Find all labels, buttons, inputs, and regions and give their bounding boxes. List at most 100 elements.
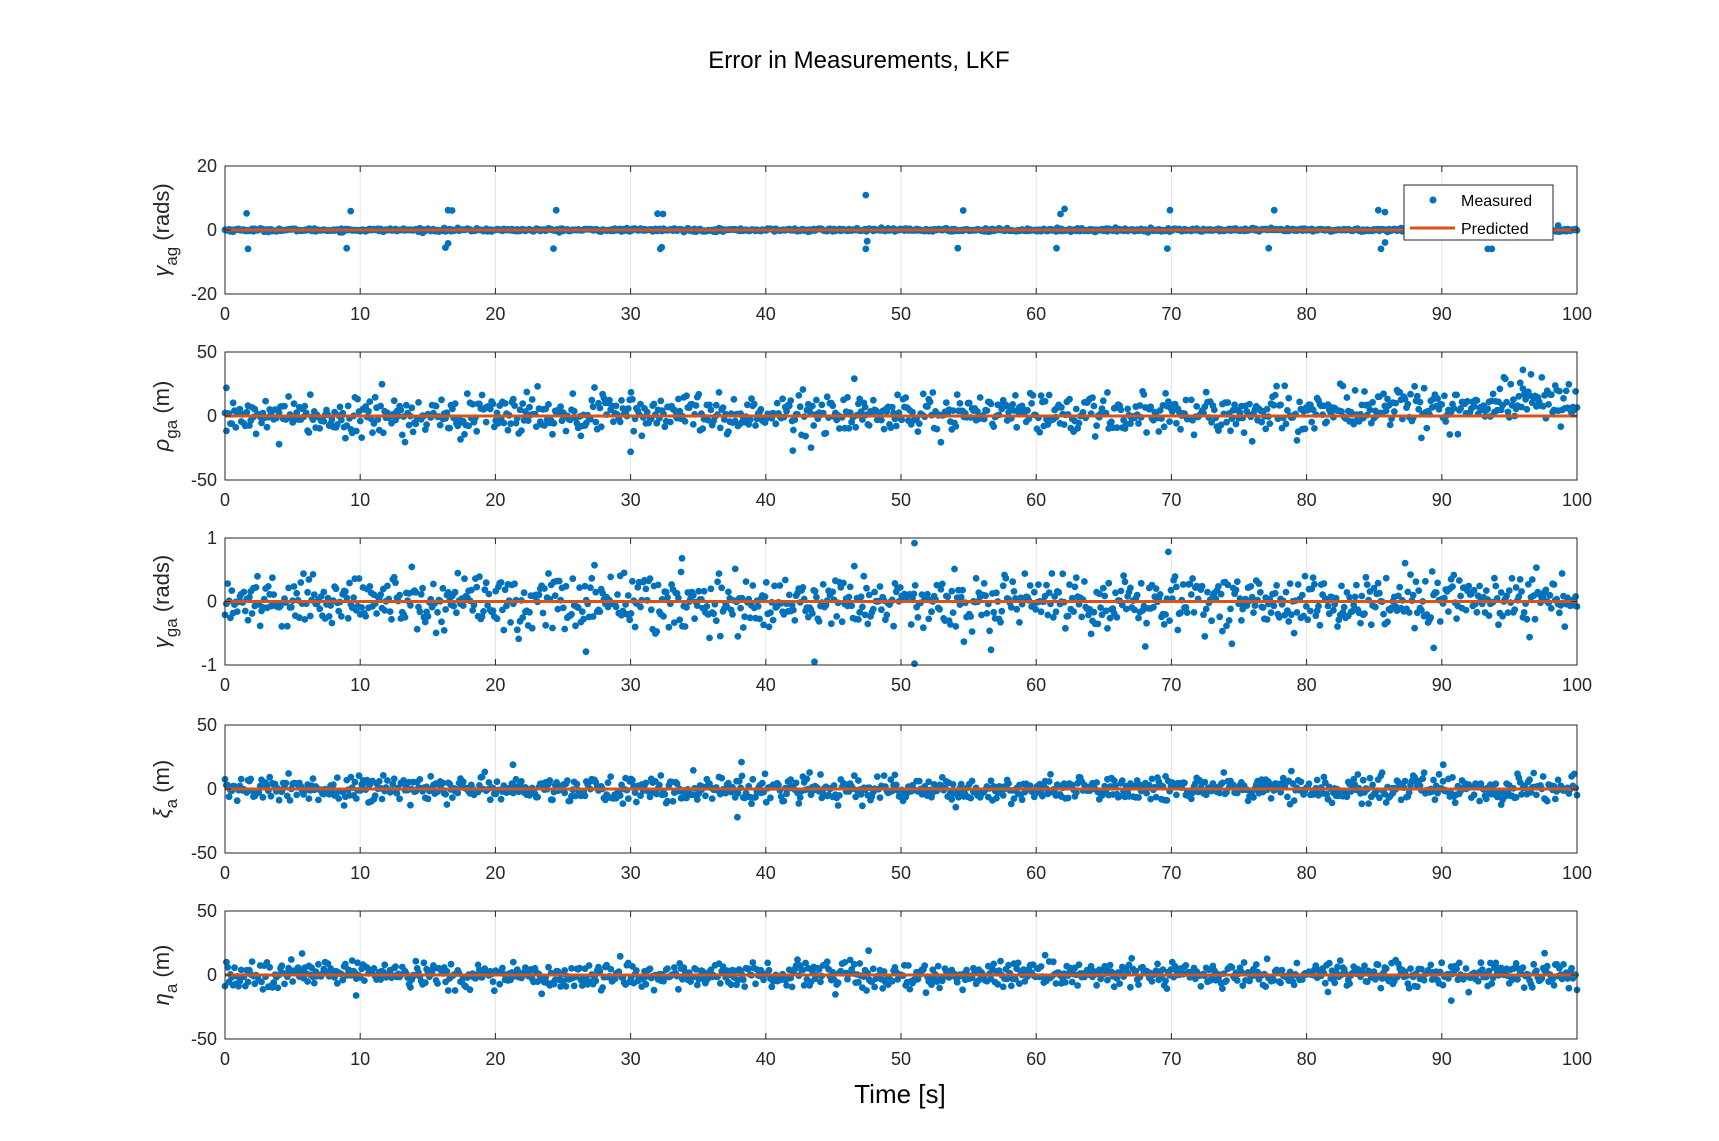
measured-point: [982, 592, 989, 600]
measured-point: [1104, 976, 1111, 984]
measured-point: [678, 554, 686, 562]
measured-point: [1362, 573, 1370, 581]
measured-point: [573, 780, 581, 788]
measured-point: [274, 984, 282, 992]
measured-point: [1201, 778, 1209, 786]
measured-point: [607, 773, 615, 780]
measured-point: [457, 435, 464, 443]
measured-point: [689, 767, 697, 774]
measured-point: [1014, 959, 1022, 967]
measured-point: [1338, 582, 1345, 590]
measured-point: [1441, 392, 1448, 400]
measured-point: [290, 400, 298, 408]
measured-point: [748, 395, 755, 403]
measured-point: [990, 608, 998, 616]
measured-point: [1441, 594, 1448, 602]
measured-point: [815, 617, 823, 625]
x-tick-label: 20: [485, 675, 505, 695]
measured-point: [438, 396, 445, 404]
measured-point: [610, 418, 617, 426]
measured-point: [1508, 574, 1516, 582]
measured-point: [1290, 797, 1298, 804]
measured-point: [1415, 405, 1423, 413]
measured-point: [1533, 791, 1540, 799]
measured-point: [1285, 394, 1293, 402]
measured-point: [1572, 593, 1579, 600]
measured-point: [1117, 587, 1125, 595]
measured-point: [552, 206, 560, 214]
measured-point: [1066, 395, 1073, 403]
measured-point: [1550, 581, 1558, 588]
measured-point: [959, 986, 966, 994]
measured-point: [859, 603, 866, 611]
measured-point: [355, 575, 363, 582]
y-axis-label: γag (rads): [149, 183, 181, 276]
measured-point: [813, 396, 820, 404]
measured-point: [1013, 605, 1021, 613]
measured-point: [237, 775, 245, 783]
measured-point: [335, 607, 343, 615]
measured-point: [873, 773, 881, 780]
measured-point: [1434, 579, 1441, 587]
measured-point: [247, 775, 255, 783]
measured-point: [1418, 606, 1425, 614]
measured-point: [642, 779, 650, 787]
y-label-subscript: ga: [162, 419, 181, 438]
measured-point: [1147, 403, 1155, 411]
measured-point: [346, 579, 353, 587]
measured-point: [670, 964, 678, 971]
measured-point: [890, 622, 897, 630]
measured-point: [749, 775, 757, 783]
measured-point: [959, 586, 966, 594]
measured-point: [863, 987, 870, 994]
measured-point: [734, 976, 742, 984]
measured-point: [750, 400, 758, 408]
measured-point: [390, 573, 398, 581]
measured-point: [737, 604, 744, 612]
measured-point: [1395, 592, 1402, 600]
measured-point: [555, 577, 563, 585]
measured-point: [1507, 380, 1515, 388]
measured-point: [1503, 592, 1510, 600]
measured-point: [259, 793, 267, 801]
measured-point: [1382, 574, 1390, 582]
measured-point: [1246, 400, 1253, 408]
measured-point: [1104, 389, 1111, 396]
measured-point: [1251, 602, 1259, 609]
measured-point: [1182, 604, 1190, 611]
measured-point: [929, 389, 937, 396]
measured-point: [718, 774, 726, 782]
measured-point: [1381, 239, 1389, 246]
measured-point: [1173, 419, 1180, 427]
measured-point: [741, 983, 749, 990]
measured-point: [965, 399, 973, 407]
measured-point: [572, 792, 579, 800]
measured-point: [339, 976, 347, 984]
measured-point: [949, 781, 957, 788]
measured-point: [1224, 581, 1232, 589]
measured-point: [528, 396, 536, 403]
measured-point: [1363, 581, 1371, 588]
measured-point: [509, 958, 517, 966]
measured-point: [670, 619, 678, 626]
measured-point: [983, 610, 991, 617]
measured-point: [1140, 391, 1148, 398]
measured-point: [871, 983, 878, 991]
measured-point: [791, 617, 799, 624]
measured-point: [836, 425, 843, 432]
measured-point: [1370, 584, 1378, 592]
measured-point: [252, 584, 260, 591]
measured-point: [338, 416, 345, 424]
measured-point: [224, 963, 232, 971]
y-label-subscript: ga: [162, 618, 181, 637]
measured-point: [373, 610, 380, 617]
measured-point: [741, 613, 749, 621]
measured-point: [1316, 621, 1324, 629]
measured-point: [1037, 608, 1045, 616]
measured-point: [1108, 418, 1115, 426]
measured-point: [293, 589, 301, 597]
measured-point: [524, 417, 532, 424]
measured-point: [938, 580, 946, 588]
measured-point: [1510, 396, 1517, 403]
measured-point: [1401, 777, 1409, 785]
